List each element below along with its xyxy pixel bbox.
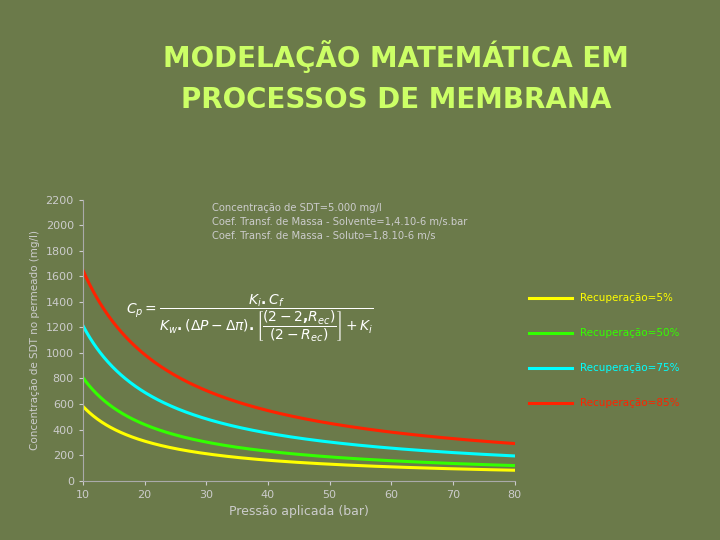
Text: MODELAÇÃO MATEMÁTICA EM: MODELAÇÃO MATEMÁTICA EM: [163, 40, 629, 73]
Recuperação=75%: [500, 452, 509, 458]
Recuperação=50%: [336, 454, 344, 461]
Y-axis label: Concentração de SDT no permeado (mg/l): Concentração de SDT no permeado (mg/l): [30, 230, 40, 450]
Recuperação=50%: [500, 462, 509, 469]
Text: Recuperação=50%: Recuperação=50%: [580, 328, 679, 338]
Recuperação=5%: [287, 458, 295, 465]
Text: Recuperação=85%: Recuperação=85%: [580, 399, 679, 408]
Recuperação=5%: [312, 460, 321, 467]
Recuperação=85%: [78, 267, 87, 273]
Recuperação=75%: [312, 437, 321, 444]
Recuperação=75%: [287, 434, 295, 440]
Recuperação=85%: [287, 413, 295, 419]
Recuperação=85%: [510, 440, 519, 447]
Recuperação=75%: [78, 322, 87, 329]
Recuperação=5%: [433, 465, 441, 471]
Text: PROCESSOS DE MEMBRANA: PROCESSOS DE MEMBRANA: [181, 86, 611, 114]
Recuperação=50%: [510, 462, 519, 469]
X-axis label: Pressão aplicada (bar): Pressão aplicada (bar): [229, 505, 369, 518]
Recuperação=5%: [336, 462, 344, 468]
Recuperação=85%: [312, 418, 321, 424]
Recuperação=50%: [284, 450, 292, 457]
Line: Recuperação=5%: Recuperação=5%: [83, 406, 515, 470]
Text: $C_p = \dfrac{K_i\mathbf{.}C_f}{K_w\mathbf{.}(\Delta P - \Delta\pi)\mathbf{.}\le: $C_p = \dfrac{K_i\mathbf{.}C_f}{K_w\math…: [126, 292, 374, 343]
Recuperação=85%: [336, 422, 344, 428]
Text: Concentração de SDT=5.000 mg/l
Coef. Transf. de Massa - Solvente=1,4.10-6 m/s.ba: Concentração de SDT=5.000 mg/l Coef. Tra…: [212, 202, 468, 241]
Recuperação=50%: [433, 460, 441, 466]
Recuperação=50%: [312, 453, 321, 459]
Text: Recuperação=75%: Recuperação=75%: [580, 363, 679, 373]
Recuperação=5%: [78, 403, 87, 409]
Recuperação=5%: [500, 467, 509, 473]
Recuperação=50%: [287, 450, 295, 457]
Recuperação=75%: [510, 453, 519, 459]
Recuperação=75%: [336, 440, 344, 447]
Recuperação=75%: [284, 433, 292, 440]
Recuperação=5%: [284, 458, 292, 465]
Text: Recuperação=5%: Recuperação=5%: [580, 293, 672, 303]
Recuperação=50%: [78, 374, 87, 381]
Line: Recuperação=85%: Recuperação=85%: [83, 270, 515, 443]
Recuperação=85%: [433, 434, 441, 440]
Recuperação=75%: [433, 448, 441, 455]
Line: Recuperação=75%: Recuperação=75%: [83, 326, 515, 456]
Recuperação=5%: [510, 467, 519, 474]
Line: Recuperação=50%: Recuperação=50%: [83, 377, 515, 465]
Recuperação=85%: [500, 440, 509, 446]
Recuperação=85%: [284, 412, 292, 418]
